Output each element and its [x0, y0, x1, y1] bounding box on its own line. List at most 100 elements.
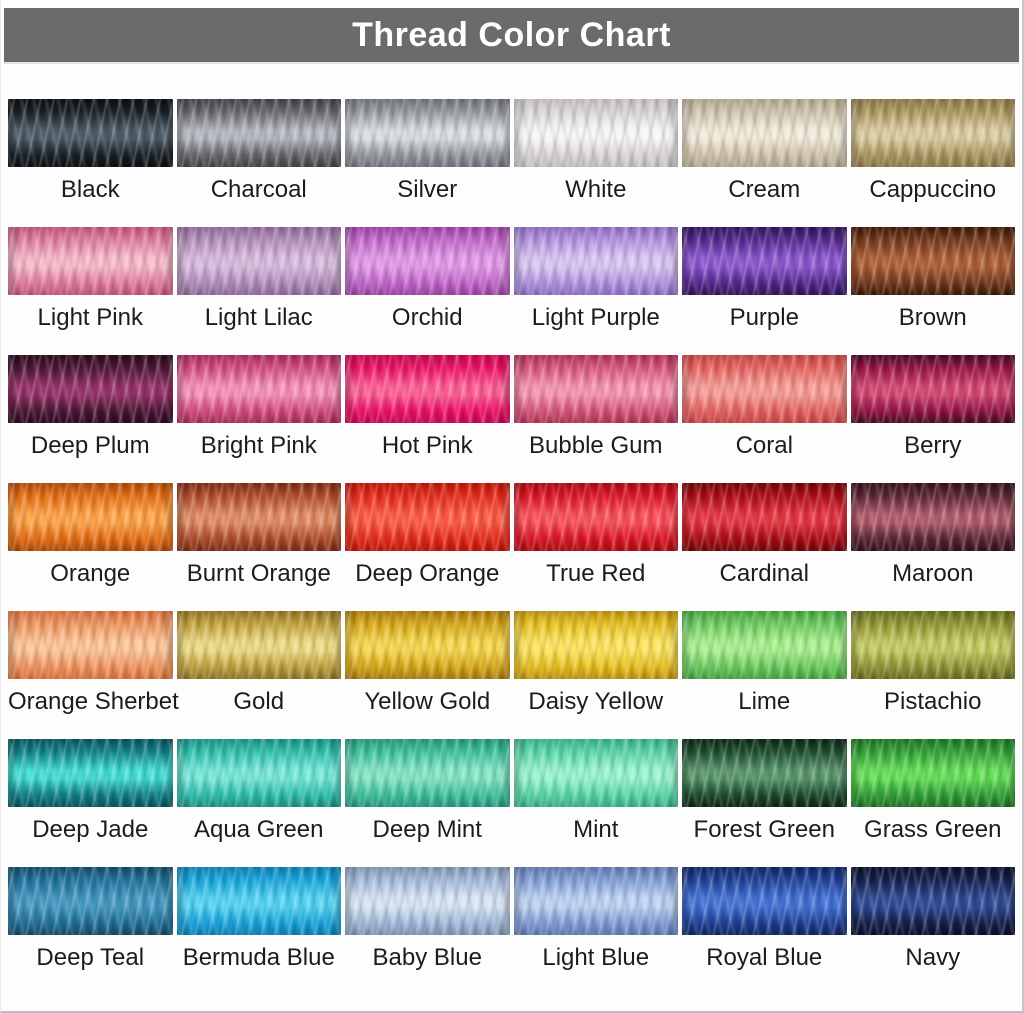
thread-swatch: [345, 483, 510, 551]
thread-item: Black: [8, 99, 173, 227]
thread-item: Cappuccino: [850, 99, 1015, 227]
thread-item: Deep Plum: [8, 355, 173, 483]
thread-swatch: [345, 739, 510, 807]
thread-label: Berry: [904, 432, 962, 459]
thread-item: Berry: [850, 355, 1015, 483]
thread-item: Light Purple: [513, 227, 678, 355]
thread-label: Charcoal: [210, 176, 307, 203]
thread-swatch: [176, 99, 341, 167]
thread-swatch: [513, 867, 678, 935]
thread-swatch: [345, 99, 510, 167]
thread-swatch: [682, 355, 847, 423]
thread-label: Light Pink: [37, 304, 143, 331]
thread-item: Cream: [682, 99, 847, 227]
thread-swatch: [8, 483, 173, 551]
thread-item: Bermuda Blue: [176, 867, 341, 995]
thread-swatch: [513, 99, 678, 167]
thread-swatch: [513, 483, 678, 551]
thread-item: Lime: [682, 611, 847, 739]
thread-swatch: [682, 99, 847, 167]
thread-item: Baby Blue: [345, 867, 510, 995]
thread-swatch: [176, 739, 341, 807]
thread-swatch: [513, 739, 678, 807]
thread-swatch: [682, 227, 847, 295]
thread-item: Bubble Gum: [513, 355, 678, 483]
thread-item: Mint: [513, 739, 678, 867]
thread-swatch: [850, 611, 1015, 679]
thread-item: Brown: [850, 227, 1015, 355]
thread-swatch: [345, 227, 510, 295]
thread-swatch: [682, 611, 847, 679]
thread-grid: Black Charcoal Silver White Cream Cappuc…: [8, 99, 1015, 995]
thread-label: True Red: [546, 560, 646, 587]
thread-label: Gold: [233, 688, 285, 715]
thread-swatch: [345, 867, 510, 935]
thread-swatch: [850, 99, 1015, 167]
thread-label: Baby Blue: [372, 944, 482, 971]
thread-item: Orange Sherbet: [8, 611, 179, 739]
thread-swatch: [682, 739, 847, 807]
thread-label: Bermuda Blue: [182, 944, 335, 971]
thread-item: Daisy Yellow: [513, 611, 678, 739]
header-bar: Thread Color Chart: [4, 8, 1019, 64]
thread-label: Deep Plum: [30, 432, 150, 459]
thread-item: Hot Pink: [345, 355, 510, 483]
thread-label: Forest Green: [693, 816, 835, 843]
thread-item: True Red: [513, 483, 678, 611]
thread-label: Deep Teal: [36, 944, 145, 971]
thread-label: Cappuccino: [869, 176, 997, 203]
thread-label: Black: [60, 176, 120, 203]
thread-label: Light Blue: [542, 944, 650, 971]
thread-label: Pistachio: [884, 688, 982, 715]
thread-swatch: [513, 227, 678, 295]
thread-swatch: [850, 867, 1015, 935]
thread-item: Navy: [850, 867, 1015, 995]
thread-swatch: [850, 739, 1015, 807]
thread-label: Deep Orange: [355, 560, 500, 587]
thread-swatch: [513, 611, 678, 679]
thread-label: Grass Green: [864, 816, 1002, 843]
thread-item: Pistachio: [850, 611, 1015, 739]
thread-label: Lime: [738, 688, 791, 715]
thread-item: White: [513, 99, 678, 227]
thread-label: Maroon: [892, 560, 974, 587]
thread-swatch: [345, 355, 510, 423]
thread-label: Light Lilac: [204, 304, 313, 331]
thread-label: Deep Jade: [32, 816, 149, 843]
thread-swatch: [682, 867, 847, 935]
thread-item: Silver: [345, 99, 510, 227]
thread-label: Purple: [729, 304, 799, 331]
thread-swatch: [8, 355, 173, 423]
thread-item: Coral: [682, 355, 847, 483]
thread-label: Silver: [397, 176, 458, 203]
thread-swatch: [345, 611, 510, 679]
thread-item: Yellow Gold: [345, 611, 510, 739]
thread-label: Royal Blue: [706, 944, 823, 971]
thread-item: Orange: [8, 483, 173, 611]
thread-label: Yellow Gold: [364, 688, 491, 715]
thread-swatch: [850, 483, 1015, 551]
thread-item: Cardinal: [682, 483, 847, 611]
thread-swatch: [176, 227, 341, 295]
thread-label: Light Purple: [531, 304, 660, 331]
thread-item: Deep Teal: [8, 867, 173, 995]
thread-label: Daisy Yellow: [528, 688, 664, 715]
thread-label: Orchid: [391, 304, 463, 331]
thread-label: Cardinal: [719, 560, 809, 587]
thread-label: Bright Pink: [200, 432, 317, 459]
thread-item: Deep Orange: [345, 483, 510, 611]
thread-item: Orchid: [345, 227, 510, 355]
thread-swatch: [176, 867, 341, 935]
thread-label: Navy: [905, 944, 961, 971]
thread-label: Brown: [898, 304, 967, 331]
thread-swatch: [8, 99, 173, 167]
thread-swatch: [176, 355, 341, 423]
thread-item: Deep Mint: [345, 739, 510, 867]
thread-item: Light Blue: [513, 867, 678, 995]
thread-item: Bright Pink: [176, 355, 341, 483]
thread-item: Burnt Orange: [176, 483, 341, 611]
page-title: Thread Color Chart: [352, 15, 671, 54]
thread-item: Light Lilac: [176, 227, 341, 355]
thread-swatch: [8, 227, 173, 295]
